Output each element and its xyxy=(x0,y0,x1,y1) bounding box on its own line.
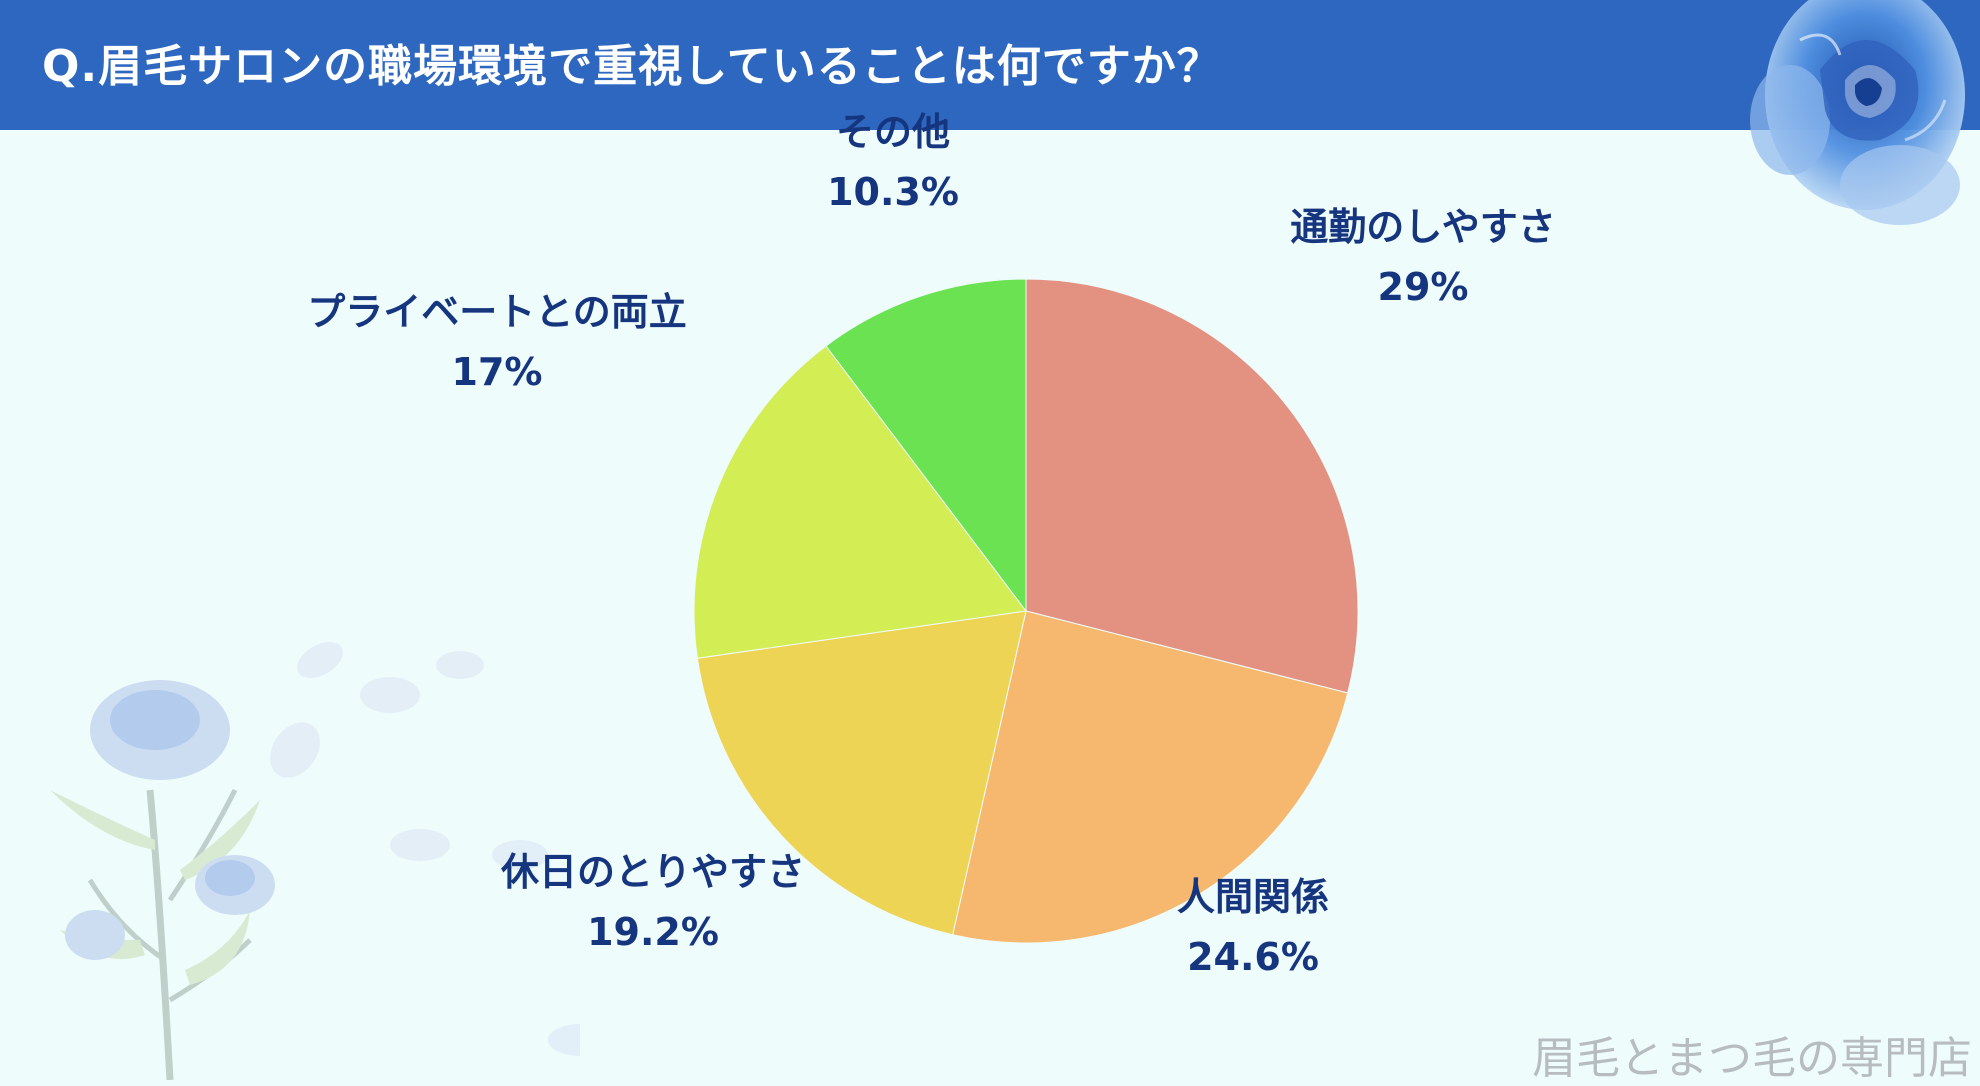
slice-label-name: プライベートとの両立 xyxy=(307,290,687,334)
slice-label-name: 休日のとりやすさ xyxy=(500,850,806,894)
footer-watermark: 眉毛とまつ毛の専門店 xyxy=(1532,1033,1972,1084)
pie-slice xyxy=(693,345,1027,659)
slice-label-name: 人間関係 xyxy=(1176,875,1330,919)
blue-rose-branch-icon xyxy=(50,641,580,1080)
pie-slice xyxy=(952,610,1349,944)
slice-label: 通勤のしやすさ 29% xyxy=(1290,197,1556,317)
slice-label-value: 17% xyxy=(451,350,543,394)
header-bar: Q.眉毛サロンの職場環境で重視していることは何ですか？ xyxy=(0,0,1980,130)
slice-label-value: 29% xyxy=(1377,265,1469,309)
blue-rose-icon xyxy=(1750,0,1965,225)
pie-slice xyxy=(696,610,1027,936)
slice-label-name: その他 xyxy=(835,110,950,154)
pie-slice xyxy=(825,278,1027,613)
slice-label-value: 10.3% xyxy=(827,170,959,214)
slice-label-name: 通勤のしやすさ xyxy=(1290,205,1556,249)
page-title: Q.眉毛サロンの職場環境で重視していることは何ですか？ xyxy=(42,41,1222,92)
pie-slice xyxy=(1025,278,1359,694)
slice-label: 人間関係 24.6% xyxy=(1177,867,1329,987)
slice-label-value: 24.6% xyxy=(1187,935,1319,979)
slice-label: 休日のとりやすさ 19.2% xyxy=(501,842,805,962)
slice-label: その他 10.3% xyxy=(827,102,959,222)
slice-label: プライベートとの両立 17% xyxy=(307,282,687,402)
slice-label-value: 19.2% xyxy=(587,910,719,954)
